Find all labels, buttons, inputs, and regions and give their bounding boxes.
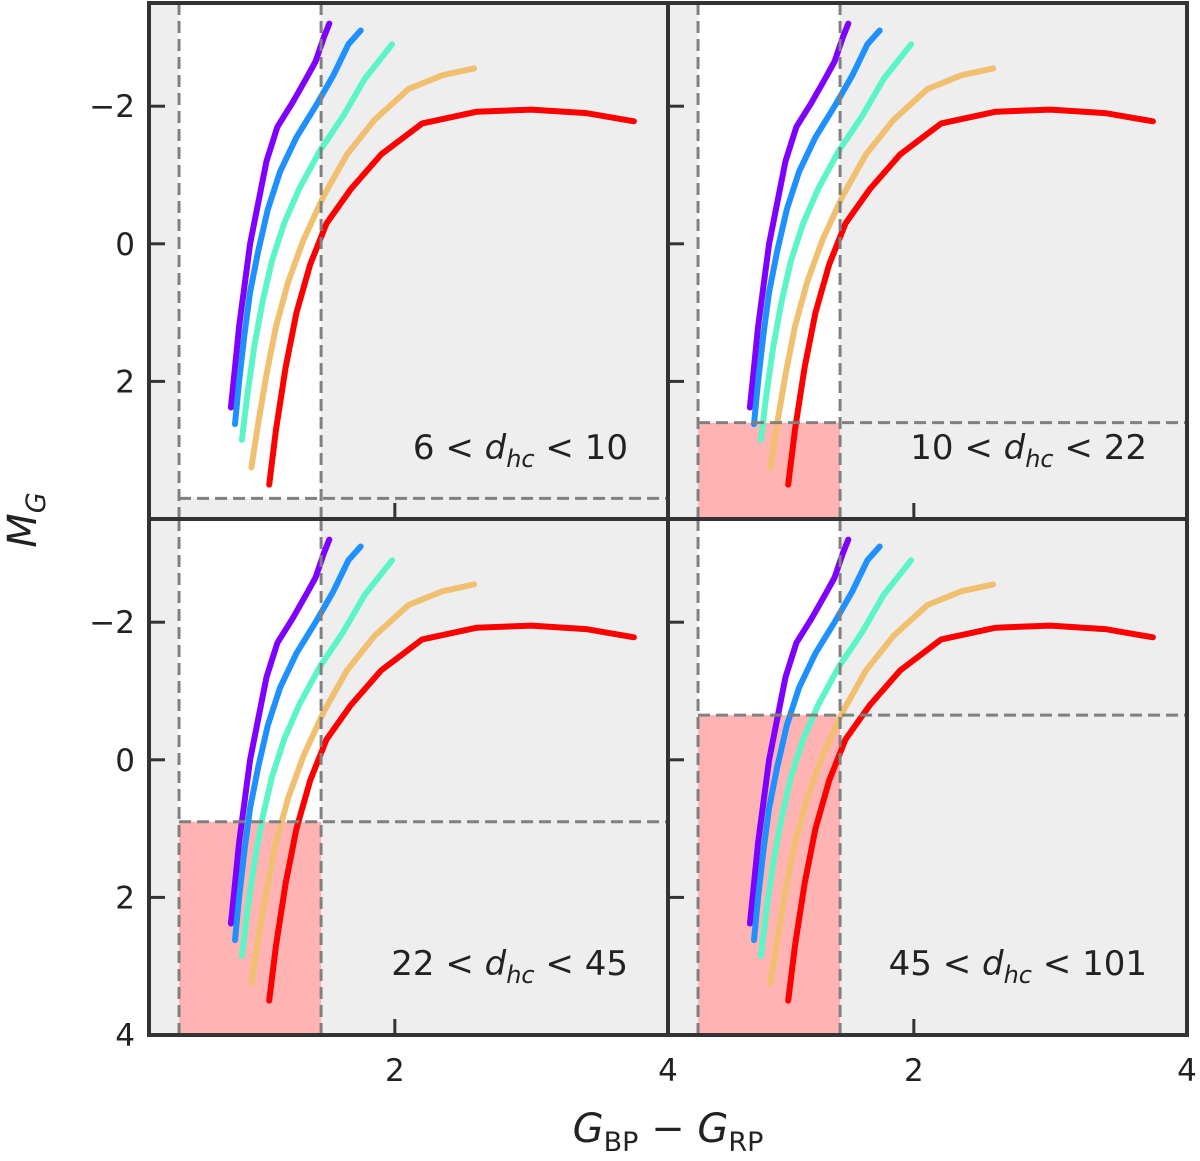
- selection-region: [698, 519, 841, 716]
- y-tick-label: 4: [115, 1018, 135, 1054]
- panel-label: 45 < dhc < 101: [889, 944, 1147, 989]
- tick-labels: −2 0 2 −2 0 2 4 2 4 2 4: [89, 89, 1197, 1089]
- series-line-track-3: [757, 41, 915, 443]
- y-tick-label: 2: [115, 880, 135, 916]
- panel-2: 10 < dhc < 22: [666, 1, 1189, 521]
- highlight-region: [179, 821, 322, 1035]
- series-line-track-1: [227, 536, 333, 927]
- series-line-track-5: [266, 106, 637, 488]
- series-line-track-5: [785, 106, 1156, 488]
- series-line-track-4: [248, 65, 478, 471]
- panels: 6 < dhc < 10 10 < dhc < 22 22 < dhc < 45 45…: [147, 1, 1189, 1037]
- series-line-track-2: [232, 543, 364, 944]
- panel-plot-area: [149, 519, 668, 1035]
- series-line-track-1: [227, 20, 333, 411]
- panel-1: 6 < dhc < 10: [147, 1, 670, 521]
- series-line-track-5: [785, 622, 1156, 1004]
- series-line-track-4: [248, 581, 478, 987]
- panel-plot-area: [668, 519, 1187, 1035]
- series-line-track-1: [746, 536, 852, 927]
- y-tick-label: −2: [89, 605, 135, 641]
- highlight-region: [698, 422, 841, 519]
- y-tick-label: 0: [115, 227, 135, 263]
- series-line-track-4: [767, 65, 997, 471]
- y-tick-label: 2: [115, 364, 135, 400]
- panel-4: 45 < dhc < 101: [666, 517, 1189, 1037]
- y-tick-label: 0: [115, 743, 135, 779]
- panel-plot-area: [668, 3, 1187, 519]
- panel-label: 6 < dhc < 10: [413, 428, 628, 473]
- series-line-track-4: [767, 581, 997, 987]
- panel-plot-area: [149, 3, 668, 519]
- panel-label: 22 < dhc < 45: [391, 944, 628, 989]
- x-axis-label: GBP − GRP: [573, 1106, 764, 1158]
- series-line-track-3: [238, 557, 396, 959]
- x-tick-label: 2: [904, 1053, 924, 1089]
- series-line-track-3: [757, 557, 915, 959]
- panel-label: 10 < dhc < 22: [910, 428, 1147, 473]
- series-line-track-3: [238, 41, 396, 443]
- series-line-track-2: [751, 27, 883, 428]
- selection-region: [698, 3, 841, 423]
- series-line-track-1: [746, 20, 852, 411]
- series-line-track-2: [232, 27, 364, 428]
- panel-frame: [666, 517, 1189, 1037]
- y-tick-label: −2: [89, 89, 135, 125]
- panel-3: 22 < dhc < 45: [147, 517, 670, 1037]
- x-tick-label: 4: [658, 1053, 678, 1089]
- x-tick-label: 4: [1177, 1053, 1197, 1089]
- series-line-track-2: [751, 543, 883, 944]
- y-axis-label: MG: [0, 492, 52, 547]
- x-tick-label: 2: [385, 1053, 405, 1089]
- series-line-track-5: [266, 622, 637, 1004]
